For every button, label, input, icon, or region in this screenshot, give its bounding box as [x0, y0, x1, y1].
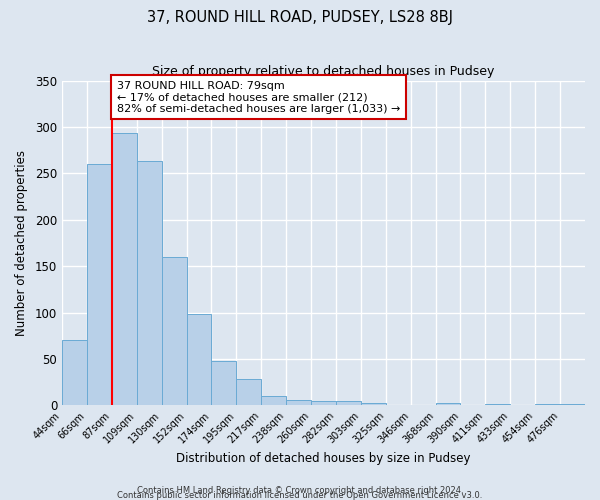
Text: 37 ROUND HILL ROAD: 79sqm
← 17% of detached houses are smaller (212)
82% of semi: 37 ROUND HILL ROAD: 79sqm ← 17% of detac… [117, 80, 400, 114]
Bar [535, 404, 560, 406]
Bar [112, 134, 137, 406]
Title: Size of property relative to detached houses in Pudsey: Size of property relative to detached ho… [152, 65, 495, 78]
Bar [137, 162, 161, 406]
Bar [62, 340, 87, 406]
X-axis label: Distribution of detached houses by size in Pudsey: Distribution of detached houses by size … [176, 452, 471, 465]
Bar [485, 404, 510, 406]
Bar [361, 404, 386, 406]
Bar [560, 404, 585, 406]
Bar [161, 257, 187, 406]
Bar [311, 400, 336, 406]
Y-axis label: Number of detached properties: Number of detached properties [15, 150, 28, 336]
Bar [436, 404, 460, 406]
Text: Contains HM Land Registry data © Crown copyright and database right 2024.: Contains HM Land Registry data © Crown c… [137, 486, 463, 495]
Bar [336, 400, 361, 406]
Bar [87, 164, 112, 406]
Bar [211, 360, 236, 406]
Text: Contains public sector information licensed under the Open Government Licence v3: Contains public sector information licen… [118, 491, 482, 500]
Bar [261, 396, 286, 406]
Bar [187, 314, 211, 406]
Bar [236, 380, 261, 406]
Bar [286, 400, 311, 406]
Text: 37, ROUND HILL ROAD, PUDSEY, LS28 8BJ: 37, ROUND HILL ROAD, PUDSEY, LS28 8BJ [147, 10, 453, 25]
